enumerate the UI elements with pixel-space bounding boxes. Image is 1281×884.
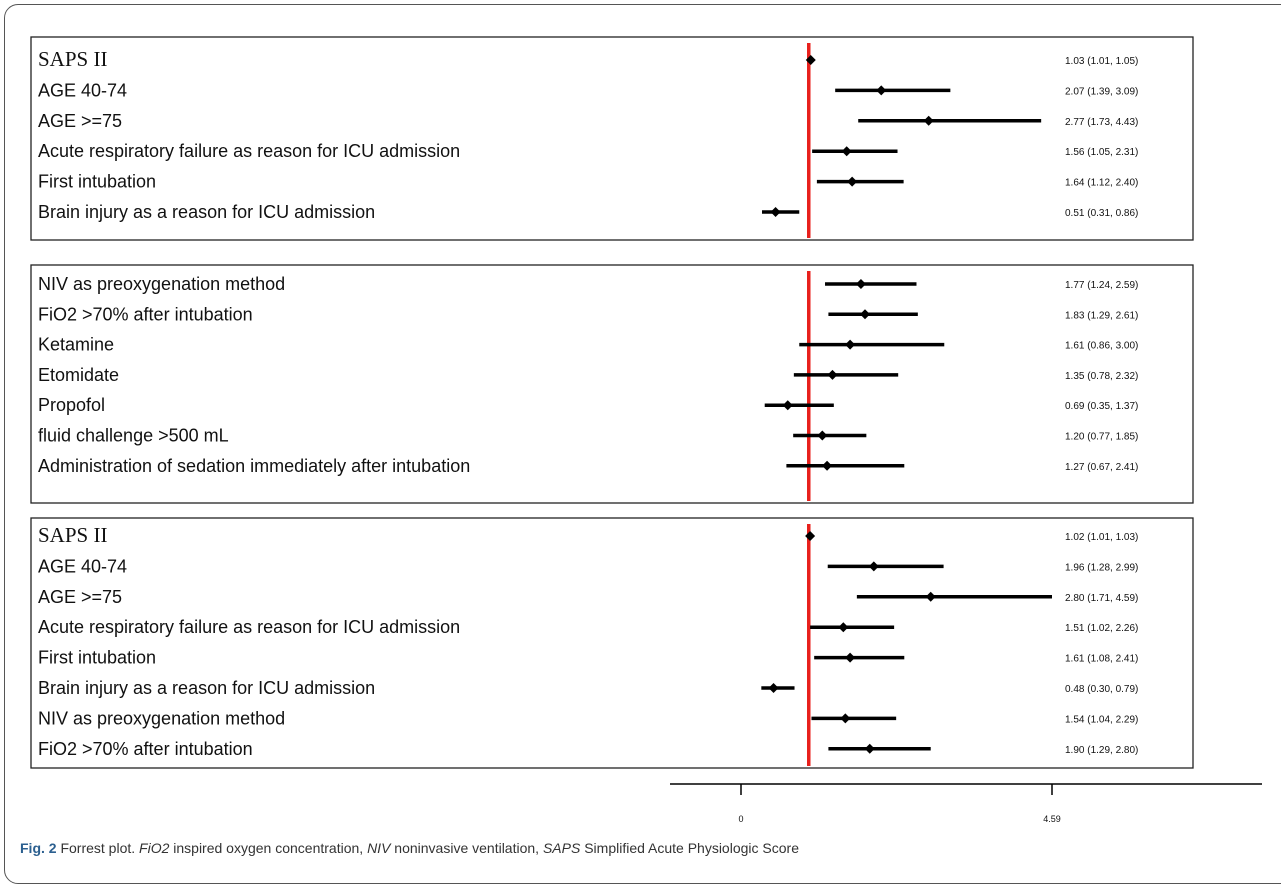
row-label: First intubation	[38, 172, 156, 192]
ci-value-text: 1.27 (0.67, 2.41)	[1065, 462, 1138, 473]
caption-segment: noninvasive ventilation,	[390, 840, 543, 856]
ci-value-text: 1.35 (0.78, 2.32)	[1065, 371, 1138, 382]
ci-value-text: 1.61 (0.86, 3.00)	[1065, 341, 1138, 352]
ci-value-text: 1.83 (1.29, 2.61)	[1065, 310, 1138, 321]
row-label: FiO2 >70% after intubation	[38, 739, 253, 759]
point-estimate	[864, 743, 875, 754]
point-estimate	[768, 683, 779, 693]
point-estimate	[923, 115, 934, 126]
point-estimate	[805, 531, 816, 541]
row-label: Brain injury as a reason for ICU admissi…	[38, 202, 375, 222]
ci-value-text: 0.51 (0.31, 0.86)	[1065, 208, 1138, 219]
row-label: AGE >=75	[38, 111, 122, 131]
ci-value-text: 1.61 (1.08, 2.41)	[1065, 654, 1138, 665]
point-estimate	[859, 309, 870, 320]
ci-value-text: 2.07 (1.39, 3.09)	[1065, 86, 1138, 97]
ci-value-text: 1.51 (1.02, 2.26)	[1065, 623, 1138, 634]
point-estimate	[841, 146, 852, 157]
point-estimate	[845, 652, 856, 663]
caption-segment: Forrest plot.	[56, 840, 140, 856]
caption-label: Fig. 2	[20, 840, 57, 856]
row-label: SAPS II	[38, 523, 107, 547]
point-estimate	[840, 713, 851, 724]
row-label: Acute respiratory failure as reason for …	[38, 141, 460, 161]
caption-segment: Simplified Acute Physiologic Score	[580, 840, 799, 856]
caption-segment: SAPS	[542, 840, 581, 856]
row-label: Administration of sedation immediately a…	[38, 456, 470, 476]
caption-segment: NIV	[367, 840, 391, 856]
point-estimate	[770, 207, 781, 217]
row-label: Ketamine	[38, 335, 114, 355]
ci-value-text: 1.20 (0.77, 1.85)	[1065, 432, 1138, 443]
ci-value-text: 2.80 (1.71, 4.59)	[1065, 593, 1138, 604]
row-label: First intubation	[38, 648, 156, 668]
ci-value-text: 1.77 (1.24, 2.59)	[1065, 280, 1138, 291]
figure-caption: Fig. 2 Forrest plot. FiO2 inspired oxyge…	[20, 840, 1280, 856]
panel-box	[30, 517, 1194, 769]
point-estimate	[855, 279, 866, 289]
row-label: NIV as preoxygenation method	[38, 274, 285, 294]
panel-box	[30, 36, 1194, 241]
ci-value-text: 1.54 (1.04, 2.29)	[1065, 714, 1138, 725]
ci-value-text: 1.03 (1.01, 1.05)	[1065, 56, 1138, 67]
x-tick-label: 0	[738, 814, 743, 824]
point-estimate	[827, 369, 838, 380]
point-estimate	[876, 85, 887, 96]
row-label: Acute respiratory failure as reason for …	[38, 617, 460, 637]
ci-value-text: 0.48 (0.30, 0.79)	[1065, 684, 1138, 695]
row-label: Propofol	[38, 395, 105, 415]
ci-value-text: 1.96 (1.28, 2.99)	[1065, 562, 1138, 573]
ci-value-text: 1.56 (1.05, 2.31)	[1065, 147, 1138, 158]
point-estimate	[925, 591, 936, 602]
row-label: Etomidate	[38, 365, 119, 385]
ci-value-text: 2.77 (1.73, 4.43)	[1065, 117, 1138, 128]
caption-body: Forrest plot. FiO2 inspired oxygen conce…	[57, 840, 799, 856]
ci-value-text: 0.69 (0.35, 1.37)	[1065, 401, 1138, 412]
row-label: fluid challenge >500 mL	[38, 426, 229, 446]
ci-value-text: 1.90 (1.29, 2.80)	[1065, 745, 1138, 756]
row-label: AGE >=75	[38, 587, 122, 607]
point-estimate	[868, 561, 879, 572]
ci-value-text: 1.64 (1.12, 2.40)	[1065, 178, 1138, 189]
point-estimate	[805, 55, 816, 65]
caption-segment: FiO2	[139, 840, 170, 856]
point-estimate	[822, 460, 833, 471]
row-label: AGE 40-74	[38, 556, 127, 576]
row-label: FiO2 >70% after intubation	[38, 304, 253, 324]
row-label: Brain injury as a reason for ICU admissi…	[38, 678, 375, 698]
caption-segment: inspired oxygen concentration,	[169, 840, 368, 856]
row-label: AGE 40-74	[38, 80, 127, 100]
point-estimate	[845, 339, 856, 350]
point-estimate	[838, 622, 849, 633]
x-tick-label: 4.59	[1043, 814, 1061, 824]
point-estimate	[817, 430, 828, 441]
panel-box	[30, 264, 1194, 504]
point-estimate	[847, 176, 858, 187]
ci-value-text: 1.02 (1.01, 1.03)	[1065, 532, 1138, 543]
row-label: NIV as preoxygenation method	[38, 708, 285, 728]
row-label: SAPS II	[38, 47, 107, 71]
point-estimate	[782, 400, 793, 411]
